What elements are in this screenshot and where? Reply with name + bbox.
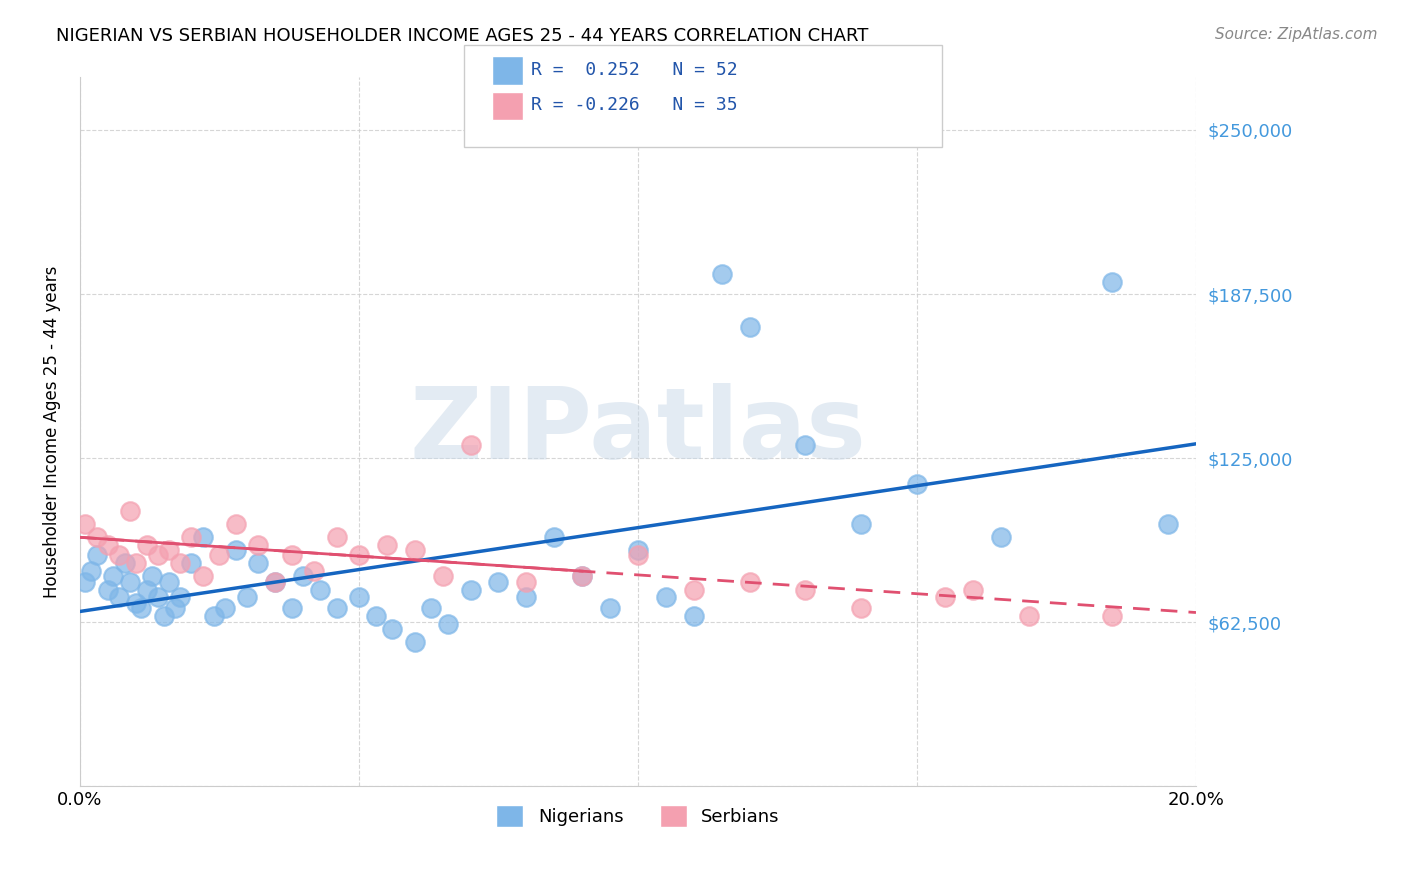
Point — [157, 543, 180, 558]
Point — [108, 549, 131, 563]
Point — [202, 608, 225, 623]
Point — [794, 582, 817, 597]
Point — [135, 538, 157, 552]
Point — [124, 556, 146, 570]
Point — [157, 574, 180, 589]
Point — [627, 549, 650, 563]
Point — [86, 530, 108, 544]
Point — [543, 530, 565, 544]
Text: R =  0.252   N = 52: R = 0.252 N = 52 — [531, 61, 738, 78]
Point — [124, 596, 146, 610]
Point — [571, 569, 593, 583]
Point — [347, 549, 370, 563]
Point — [990, 530, 1012, 544]
Point — [571, 569, 593, 583]
Point — [404, 635, 426, 649]
Point — [710, 268, 733, 282]
Point — [120, 504, 142, 518]
Point — [225, 543, 247, 558]
Text: NIGERIAN VS SERBIAN HOUSEHOLDER INCOME AGES 25 - 44 YEARS CORRELATION CHART: NIGERIAN VS SERBIAN HOUSEHOLDER INCOME A… — [56, 27, 869, 45]
Point — [627, 543, 650, 558]
Point — [169, 591, 191, 605]
Point — [381, 622, 404, 636]
Point — [437, 616, 460, 631]
Point — [180, 556, 202, 570]
Point — [460, 438, 482, 452]
Point — [264, 574, 287, 589]
Point — [86, 549, 108, 563]
Point — [247, 556, 270, 570]
Point — [146, 591, 169, 605]
Point — [114, 556, 136, 570]
Point — [347, 591, 370, 605]
Y-axis label: Householder Income Ages 25 - 44 years: Householder Income Ages 25 - 44 years — [44, 266, 60, 599]
Point — [364, 608, 387, 623]
Point — [308, 582, 330, 597]
Point — [169, 556, 191, 570]
Point — [281, 549, 304, 563]
Point — [1101, 275, 1123, 289]
Point — [432, 569, 454, 583]
Point — [404, 543, 426, 558]
Point — [1157, 516, 1180, 531]
Legend: Nigerians, Serbians: Nigerians, Serbians — [489, 797, 787, 834]
Point — [325, 530, 347, 544]
Point — [141, 569, 163, 583]
Point — [420, 601, 443, 615]
Point — [849, 601, 872, 615]
Point — [191, 530, 214, 544]
Text: ZIPatlas: ZIPatlas — [409, 384, 866, 481]
Point — [75, 574, 97, 589]
Point — [152, 608, 174, 623]
Point — [962, 582, 984, 597]
Point — [75, 516, 97, 531]
Point — [375, 538, 398, 552]
Point — [208, 549, 231, 563]
Point — [80, 564, 103, 578]
Point — [682, 608, 704, 623]
Point — [934, 591, 956, 605]
Point — [135, 582, 157, 597]
Point — [292, 569, 315, 583]
Text: R = -0.226   N = 35: R = -0.226 N = 35 — [531, 96, 738, 114]
Point — [225, 516, 247, 531]
Point — [1018, 608, 1040, 623]
Point — [281, 601, 304, 615]
Point — [97, 538, 120, 552]
Text: Source: ZipAtlas.com: Source: ZipAtlas.com — [1215, 27, 1378, 42]
Point — [97, 582, 120, 597]
Point — [849, 516, 872, 531]
Point — [304, 564, 326, 578]
Point — [264, 574, 287, 589]
Point — [738, 574, 761, 589]
Point — [120, 574, 142, 589]
Point — [180, 530, 202, 544]
Point — [325, 601, 347, 615]
Point — [103, 569, 125, 583]
Point — [905, 477, 928, 491]
Point — [515, 574, 537, 589]
Point — [236, 591, 259, 605]
Point — [794, 438, 817, 452]
Point — [247, 538, 270, 552]
Point — [191, 569, 214, 583]
Point — [460, 582, 482, 597]
Point — [146, 549, 169, 563]
Point — [108, 591, 131, 605]
Point — [486, 574, 509, 589]
Point — [1101, 608, 1123, 623]
Point — [682, 582, 704, 597]
Point — [738, 319, 761, 334]
Point — [163, 601, 186, 615]
Point — [515, 591, 537, 605]
Point — [129, 601, 152, 615]
Point — [599, 601, 621, 615]
Point — [655, 591, 678, 605]
Point — [214, 601, 236, 615]
